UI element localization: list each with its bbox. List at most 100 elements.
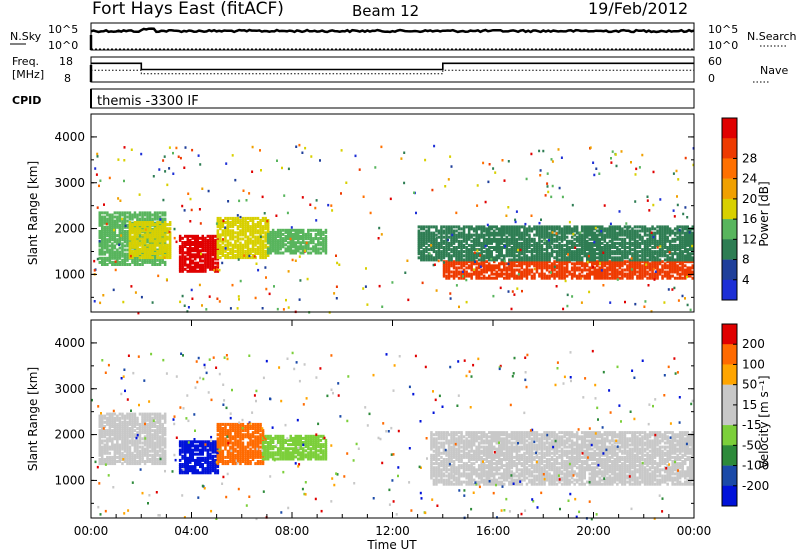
scatter-cell xyxy=(256,241,260,245)
scatter-cell xyxy=(256,229,260,233)
scatter-cell xyxy=(646,233,649,237)
scatter-point xyxy=(519,248,522,252)
scatter-cell xyxy=(643,227,647,231)
scatter-cell xyxy=(493,266,496,270)
scatter-point xyxy=(261,307,264,310)
scatter-cell xyxy=(490,250,493,254)
scatter-cell xyxy=(515,268,519,272)
scatter-cell xyxy=(580,258,584,262)
scatter-cell xyxy=(108,215,112,219)
scatter-cell xyxy=(616,256,619,260)
scatter-cell xyxy=(525,241,529,245)
scatter-cell xyxy=(570,246,574,249)
scatter-cell xyxy=(276,251,280,255)
scatter-point xyxy=(181,204,184,208)
scatter-cell xyxy=(204,249,207,253)
scatter-cell xyxy=(591,235,594,239)
scatter-point xyxy=(650,310,653,313)
scatter-cell xyxy=(246,239,250,243)
scatter-cell xyxy=(123,449,127,453)
scatter-cell xyxy=(628,250,632,254)
scatter-cell xyxy=(437,241,441,245)
scatter-cell xyxy=(224,231,227,235)
scatter-cell xyxy=(131,235,134,239)
scatter-cell xyxy=(231,243,235,247)
scatter-cell xyxy=(146,252,149,255)
scatter-point xyxy=(276,159,278,162)
scatter-cell xyxy=(209,261,212,265)
scatter-cell xyxy=(545,246,549,249)
scatter-cell xyxy=(545,256,549,260)
scatter-cell xyxy=(621,270,624,274)
scatter-cell xyxy=(151,422,154,426)
scatter-cell xyxy=(287,232,290,236)
scatter-cell xyxy=(518,243,521,247)
scatter-cell xyxy=(540,268,544,272)
scatter-cell xyxy=(643,250,647,254)
scatter-cell xyxy=(256,245,260,249)
scatter-cell xyxy=(261,249,265,253)
scatter-cell xyxy=(121,232,124,235)
scatter-cell xyxy=(613,262,617,266)
scatter-cell xyxy=(111,213,114,217)
scatter-cell xyxy=(586,229,589,233)
scatter-point xyxy=(499,286,502,290)
scatter-cell xyxy=(186,236,189,240)
scatter-cell xyxy=(126,462,129,466)
scatter-cell xyxy=(510,227,514,231)
scatter-cell xyxy=(455,254,458,258)
scatter-cell xyxy=(106,211,109,215)
scatter-cell xyxy=(646,239,649,243)
scatter-cell xyxy=(500,258,503,262)
scatter-cell xyxy=(545,241,549,245)
scatter-cell xyxy=(606,256,609,260)
scatter-cell xyxy=(151,247,154,251)
y-tick-label: 4000 xyxy=(54,130,85,144)
scatter-cell xyxy=(314,249,318,253)
scatter-cell xyxy=(113,221,117,225)
scatter-cell xyxy=(146,414,149,418)
scatter-cell xyxy=(666,229,669,233)
scatter-cell xyxy=(477,270,481,274)
scatter-cell xyxy=(111,437,114,441)
scatter-cell xyxy=(603,239,607,243)
scatter-cell xyxy=(641,237,644,241)
scatter-cell xyxy=(591,243,594,247)
scatter-cell xyxy=(578,235,581,239)
scatter-cell xyxy=(603,256,607,260)
scatter-cell xyxy=(475,237,478,241)
scatter-point xyxy=(511,290,514,293)
scatter-cell xyxy=(425,235,428,239)
scatter-cell xyxy=(146,233,149,237)
scatter-cell xyxy=(113,234,117,238)
scatter-cell xyxy=(186,467,189,471)
scatter-cell xyxy=(613,231,617,235)
scatter-cell xyxy=(279,247,282,251)
scatter-cell xyxy=(613,243,617,247)
scatter-point xyxy=(476,249,479,252)
scatter-cell xyxy=(143,441,147,445)
scatter-cell xyxy=(146,217,149,221)
scatter-cell xyxy=(141,223,144,227)
scatter-cell xyxy=(189,263,192,267)
scatter-cell xyxy=(540,256,544,260)
scatter-cell xyxy=(525,270,529,274)
scatter-cell xyxy=(103,230,107,233)
scatter-cell xyxy=(141,420,144,424)
scatter-point xyxy=(501,159,504,162)
scatter-cell xyxy=(216,254,220,257)
scatter-cell xyxy=(596,248,599,252)
scatter-cell xyxy=(136,443,139,447)
scatter-cell xyxy=(591,225,594,229)
scatter-cell xyxy=(209,257,212,261)
scatter-point xyxy=(676,203,679,207)
scatter-cell xyxy=(475,252,478,256)
scatter-cell xyxy=(573,227,576,231)
scatter-cell xyxy=(518,241,521,245)
scatter-cell xyxy=(143,414,147,418)
scatter-cell xyxy=(518,270,521,274)
scatter-cell xyxy=(244,231,247,235)
scatter-cell xyxy=(510,237,514,241)
scatter-cell xyxy=(163,462,167,466)
